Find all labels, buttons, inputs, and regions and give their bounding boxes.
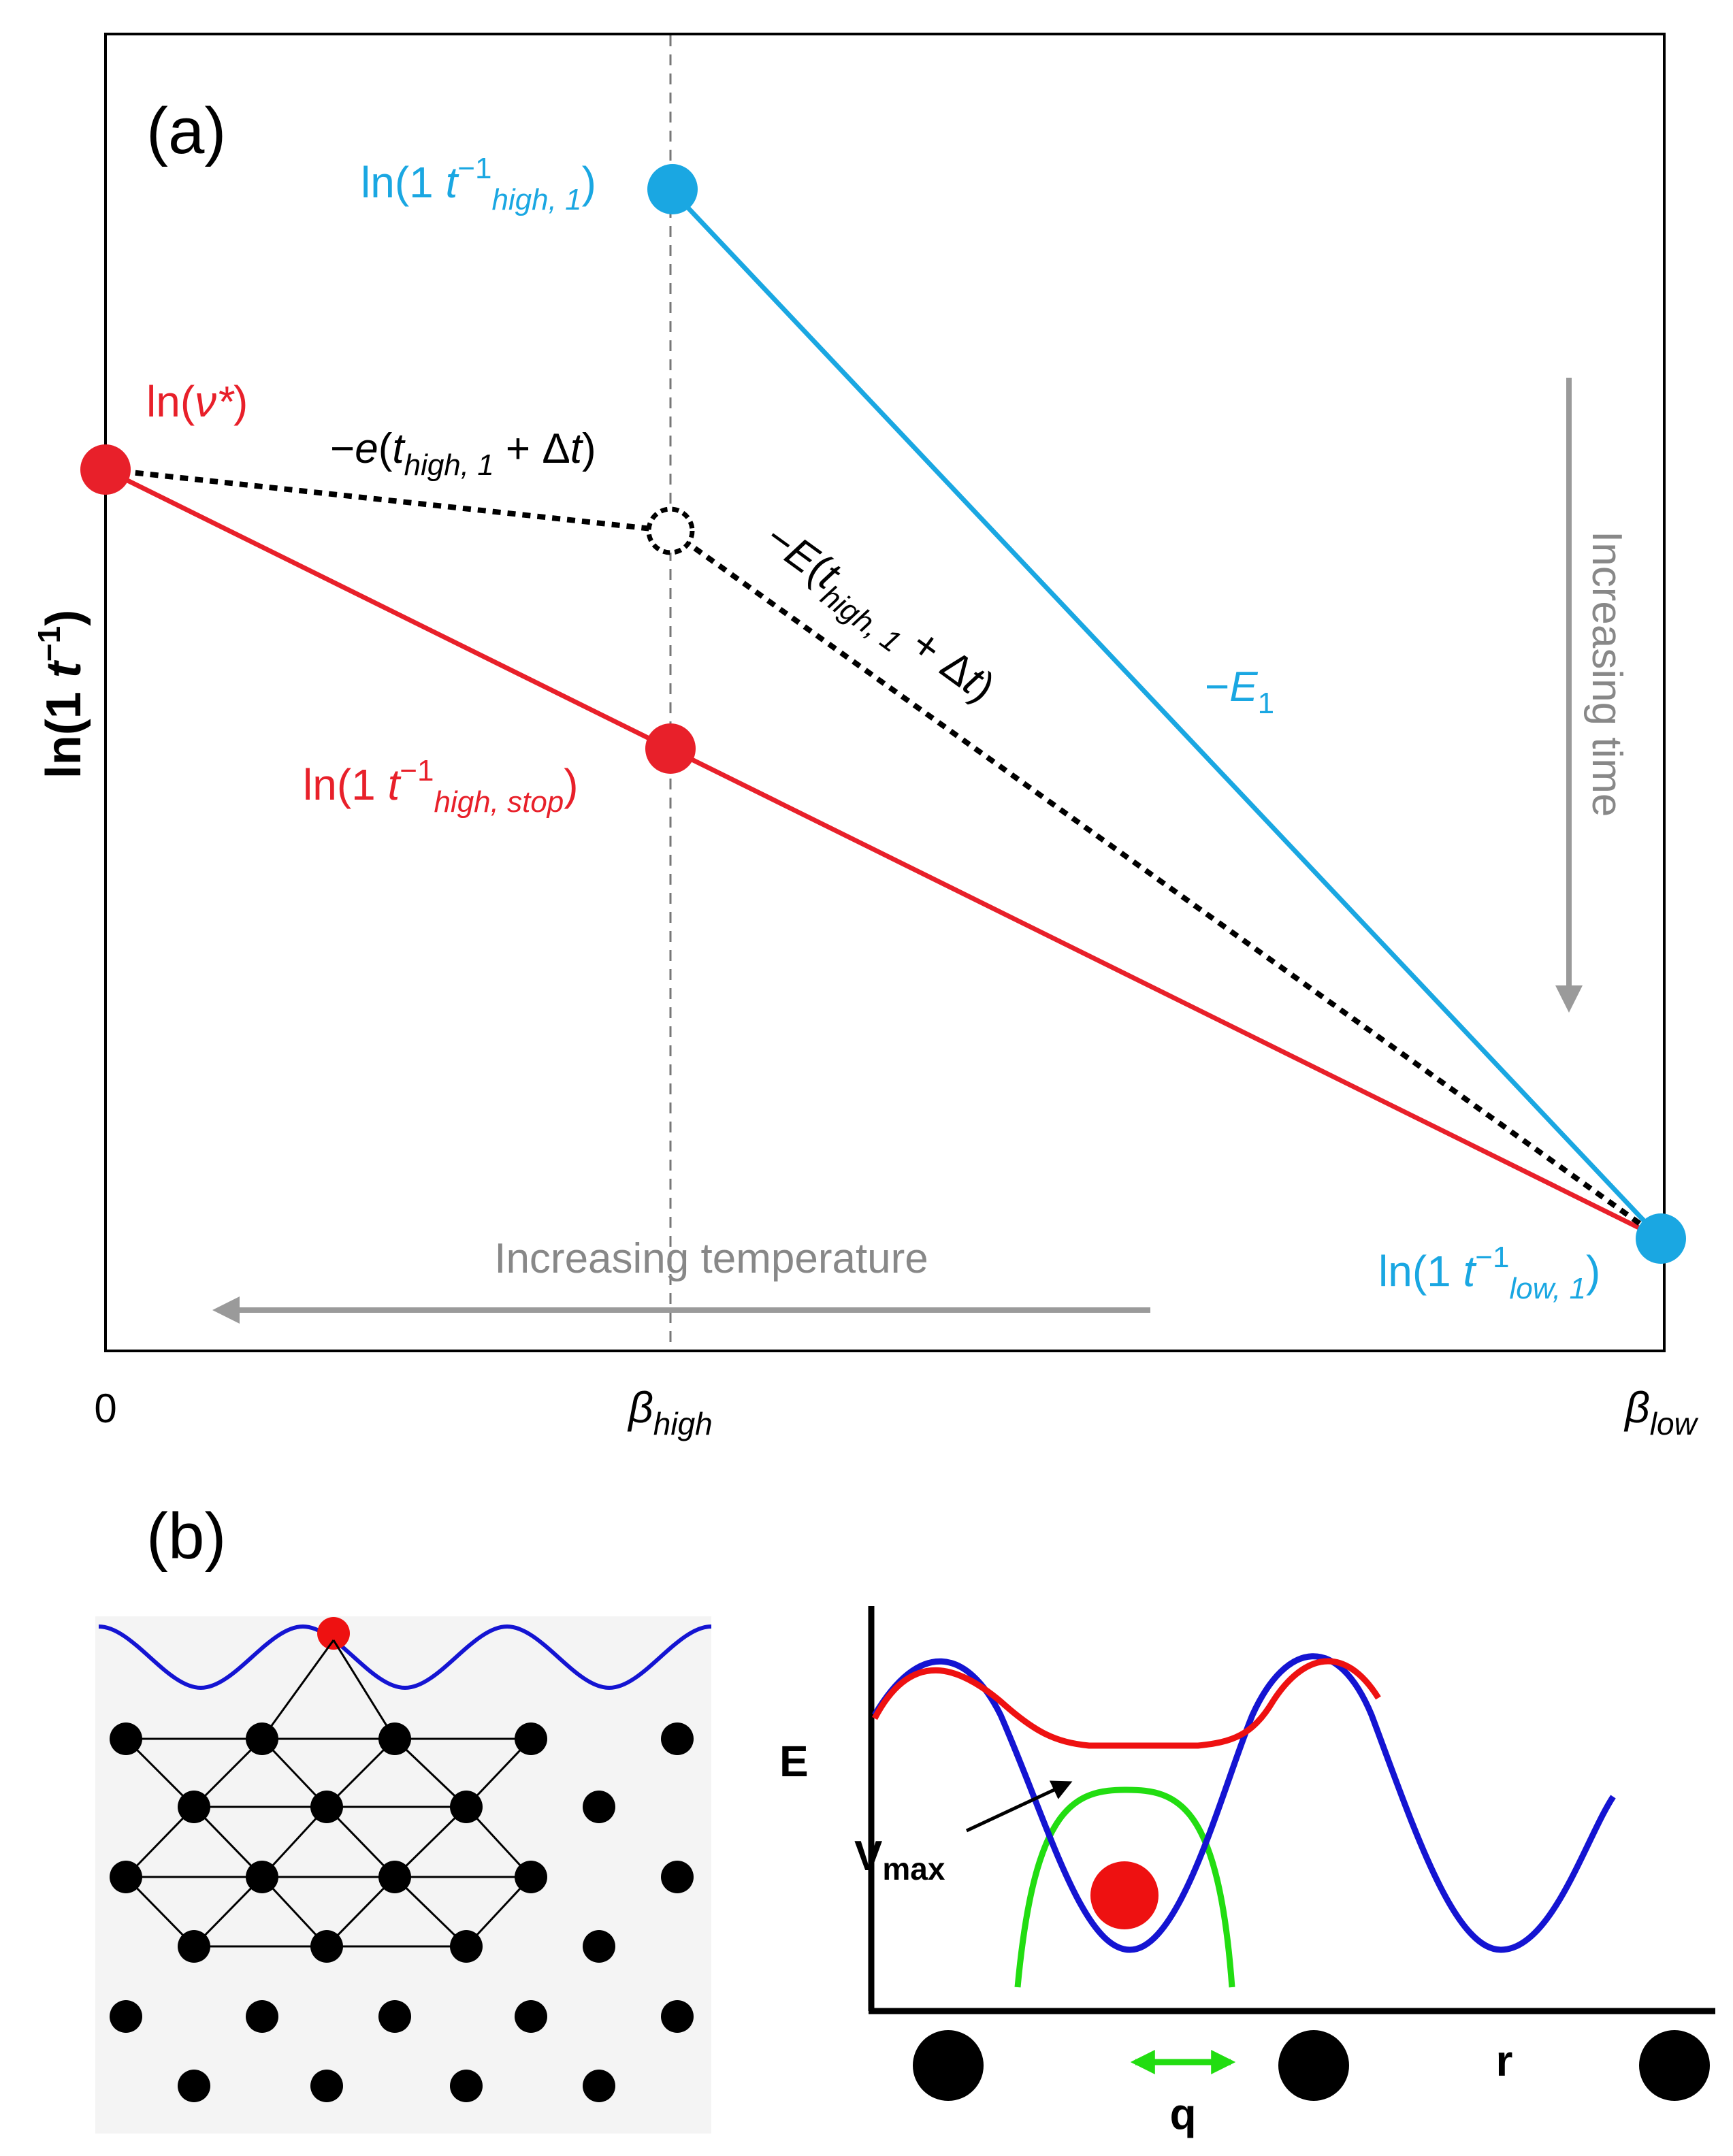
panel-a-label: (a): [146, 95, 226, 167]
blue-potential-curve: [872, 1653, 1616, 1953]
lattice-atom: [515, 1722, 547, 1755]
lattice-atom: [450, 1791, 483, 1823]
panel-b-label: (b): [146, 1500, 226, 1573]
lattice-atom: [246, 1722, 278, 1755]
adatom-bond: [332, 1639, 396, 1740]
y-axis-label: ln(1 t−1): [31, 610, 91, 779]
lattice-atom: [378, 1861, 411, 1893]
label-E1: −E1: [1205, 664, 1274, 720]
label-large-E: −E(thigh, 1 + Δt): [751, 514, 1003, 719]
lattice-atom: [661, 1861, 694, 1893]
plot-frame: [104, 33, 1666, 1352]
label-red-stop: ln(1 t−1high, stop): [303, 754, 579, 819]
lattice-bond: [393, 1806, 468, 1878]
vmax-label: Vmax: [854, 1833, 945, 1886]
lattice-atom: [310, 1930, 343, 1963]
vmax-pointer-arrow: [965, 1780, 1073, 1833]
green-harmonic-curve: [1014, 1786, 1235, 1988]
lattice-atom: [246, 1861, 278, 1893]
temperature-arrow-label: Increasing temperature: [494, 1235, 928, 1282]
particle-in-well: [1090, 1861, 1159, 1929]
red-point-stop: [645, 723, 696, 774]
substrate-atom: [913, 2030, 984, 2101]
panel-a: (a) ln(1 t−1) 0 βhigh βlow ln(1 t−1high,…: [31, 33, 1699, 1441]
lattice-atom: [110, 1861, 142, 1893]
lattice-atom: [246, 2000, 278, 2033]
x-tick-beta-low: βlow: [1623, 1383, 1698, 1441]
x-tick-beta-high: βhigh: [627, 1383, 713, 1441]
lattice-atom: [450, 2070, 483, 2102]
blue-point-low: [1636, 1213, 1686, 1264]
time-arrow-label: Increasing time: [1583, 531, 1630, 817]
lattice-atom: [583, 1791, 615, 1823]
lattice-atom: [110, 2000, 142, 2033]
blue-line-E1: [668, 187, 1663, 1241]
surface-potential-wave: [98, 1624, 712, 1690]
red-effective-curve: [872, 1658, 1381, 1749]
red-line: [104, 467, 1662, 1241]
panel-b: (b) E Vmax r q: [95, 1500, 1715, 2138]
lattice-atom: [583, 2070, 615, 2102]
lattice-atom: [661, 1722, 694, 1755]
open-circle-point: [646, 506, 695, 555]
lattice-bond: [393, 1876, 468, 1948]
adatom-bond: [261, 1639, 335, 1740]
lattice-atom: [450, 1930, 483, 1963]
lattice-atom: [178, 1930, 210, 1963]
lattice-atom: [178, 2070, 210, 2102]
x-tick-zero: 0: [94, 1386, 116, 1431]
lattice-atom: [515, 2000, 547, 2033]
lattice-atoms: [110, 1639, 694, 2102]
label-blue-low: ln(1 t−1low, 1): [1378, 1241, 1600, 1305]
label-red-nu: ln(ν*): [146, 377, 248, 426]
label-blue-high: ln(1 t−1high, 1): [361, 152, 596, 216]
lattice-atom: [661, 2000, 694, 2033]
adatom: [317, 1617, 350, 1650]
lattice-bond: [393, 1737, 468, 1808]
lattice-atom: [378, 1722, 411, 1755]
lattice-atom: [515, 1861, 547, 1893]
lattice-atom: [310, 2070, 343, 2102]
substrate-atom: [1278, 2030, 1349, 2101]
blue-point-high: [647, 164, 698, 214]
dotted-line-E: [668, 528, 1663, 1241]
q-label: q: [1169, 2089, 1196, 2138]
lattice-atom: [378, 2000, 411, 2033]
dotted-line-e: [105, 467, 671, 534]
r-axis-label: r: [1496, 2036, 1513, 2085]
red-point-nu: [80, 444, 131, 495]
e-axis-label: E: [779, 1737, 809, 1786]
substrate-atom: [1639, 2030, 1710, 2101]
lattice-atom: [310, 1791, 343, 1823]
lattice-atom: [110, 1722, 142, 1755]
lattice-atom: [178, 1791, 210, 1823]
label-small-e: −e(thigh, 1 + Δt): [330, 425, 596, 482]
lattice-atom: [583, 1930, 615, 1963]
